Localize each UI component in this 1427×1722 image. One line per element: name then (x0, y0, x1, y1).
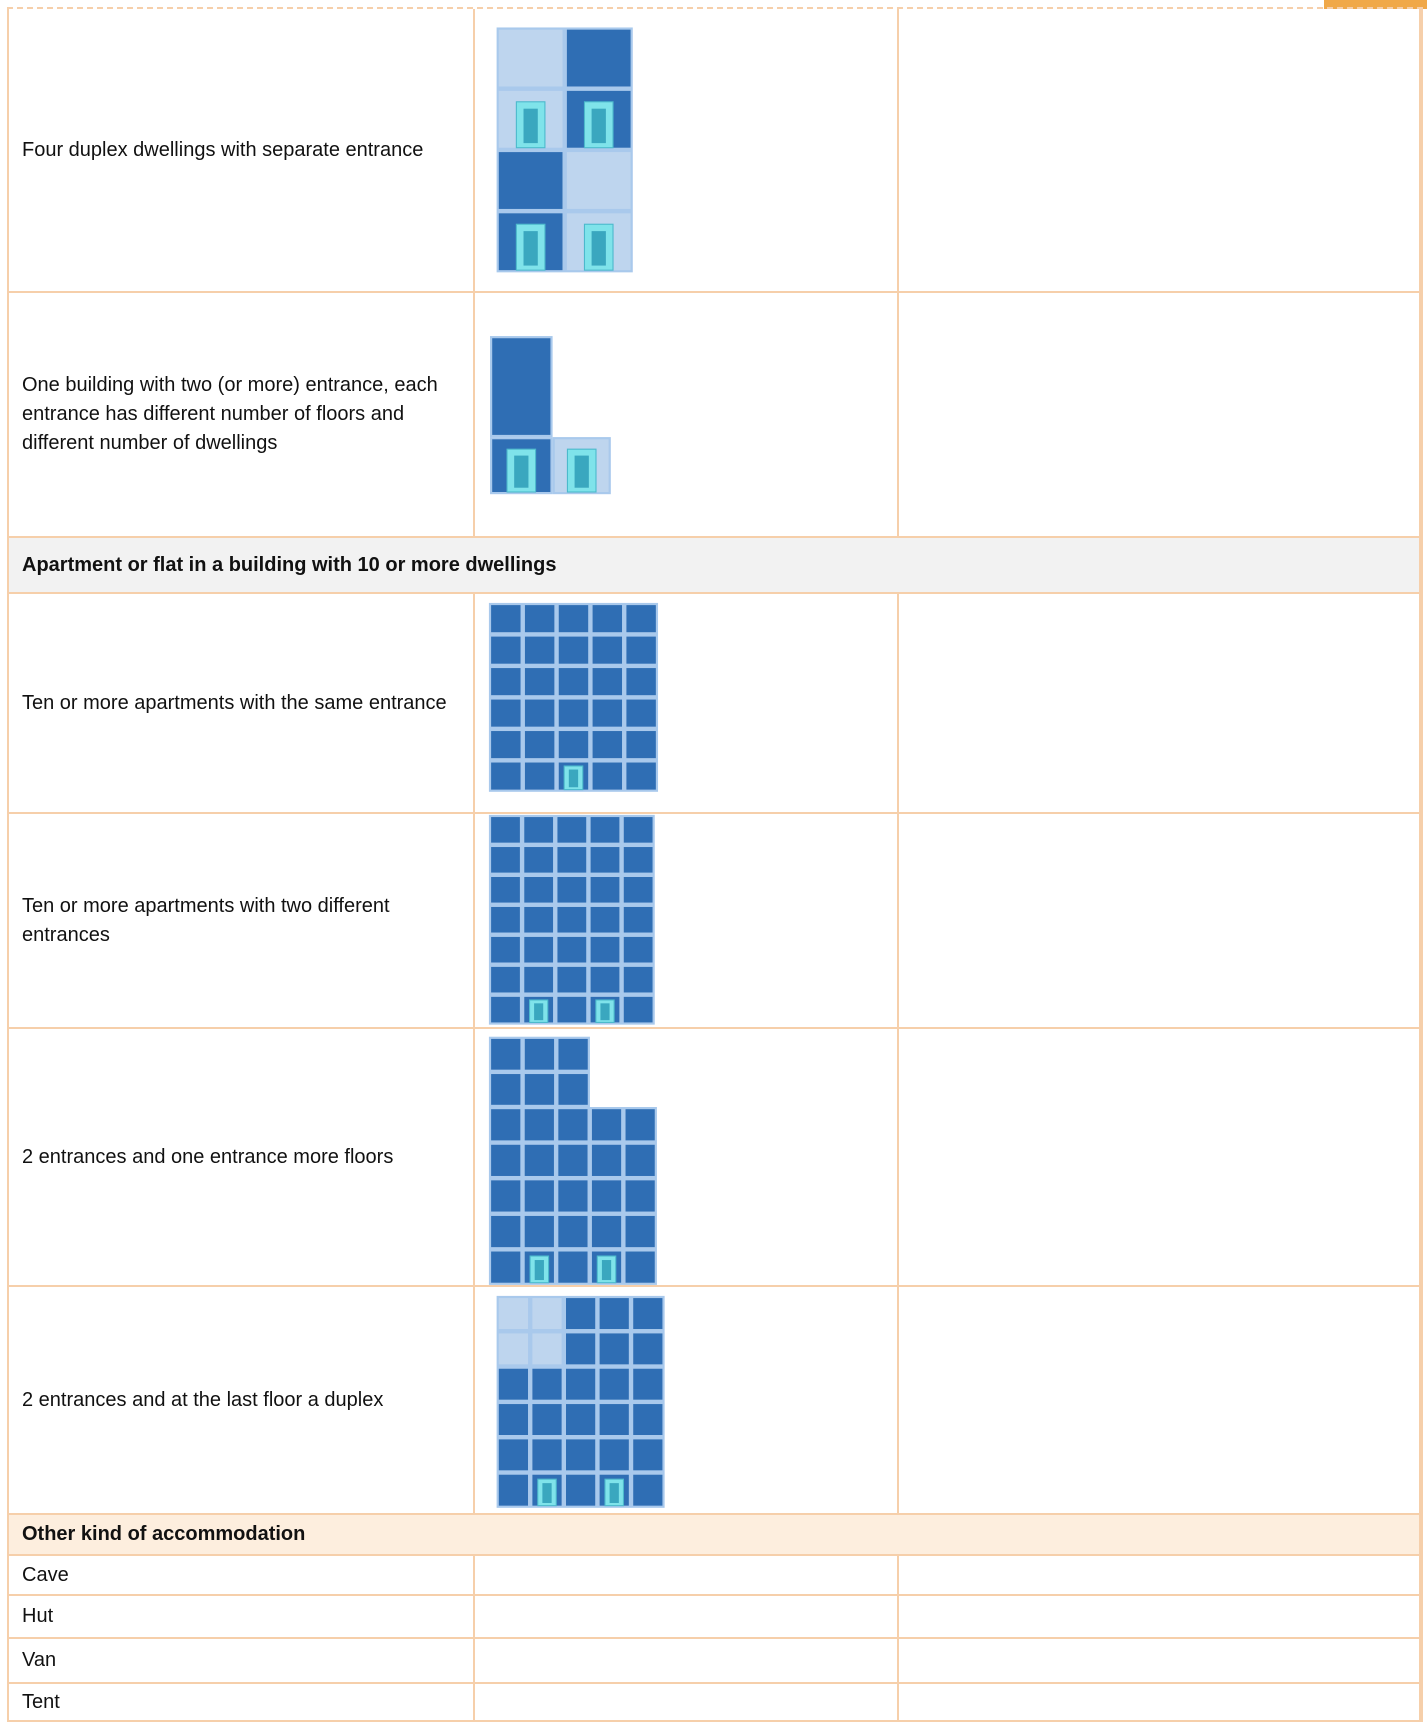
label-text: Hut (22, 1602, 462, 1631)
image-cell (475, 814, 899, 1029)
row-label: Cave (9, 1556, 475, 1596)
image-cell (475, 1684, 899, 1722)
label-text: 2 entrances and one entrance more floors (22, 1143, 462, 1172)
row-label: Tent (9, 1684, 475, 1722)
image-cell (475, 1556, 899, 1596)
image-cell (475, 9, 899, 293)
image-cell (475, 1639, 899, 1684)
row-label: One building with two (or more) entrance… (9, 293, 475, 538)
label-text: Four duplex dwellings with separate entr… (22, 136, 462, 165)
empty-cell (899, 1639, 1421, 1684)
empty-cell (899, 293, 1421, 538)
label-text: Ten or more apartments with the same ent… (22, 689, 462, 718)
label-text: Van (22, 1646, 462, 1675)
row-label: Ten or more apartments with two differen… (9, 814, 475, 1029)
empty-cell (899, 814, 1421, 1029)
empty-cell (899, 1556, 1421, 1596)
label-text: One building with two (or more) entrance… (22, 371, 462, 458)
section-header: Apartment or flat in a building with 10 … (9, 538, 1421, 594)
row-label: 2 entrances and at the last floor a dupl… (9, 1287, 475, 1515)
label-text: 2 entrances and at the last floor a dupl… (22, 1386, 462, 1415)
image-cell (475, 1596, 899, 1639)
row-label: Ten or more apartments with the same ent… (9, 594, 475, 814)
label-text: Cave (22, 1561, 462, 1590)
label-text: Tent (22, 1688, 462, 1717)
section-header: Other kind of accommodation (9, 1515, 1421, 1556)
row-label: 2 entrances and one entrance more floors (9, 1029, 475, 1287)
image-cell (475, 293, 899, 538)
empty-cell (899, 594, 1421, 814)
image-cell (475, 1287, 899, 1515)
label-text: Ten or more apartments with two differen… (22, 892, 462, 950)
row-label: Four duplex dwellings with separate entr… (9, 9, 475, 293)
empty-cell (899, 9, 1421, 293)
empty-cell (899, 1684, 1421, 1722)
row-label: Van (9, 1639, 475, 1684)
row-label: Hut (9, 1596, 475, 1639)
image-cell (475, 594, 899, 814)
page: Four duplex dwellings with separate entr… (0, 0, 1427, 1722)
image-cell (475, 1029, 899, 1287)
empty-cell (899, 1596, 1421, 1639)
empty-cell (899, 1029, 1421, 1287)
empty-cell (899, 1287, 1421, 1515)
